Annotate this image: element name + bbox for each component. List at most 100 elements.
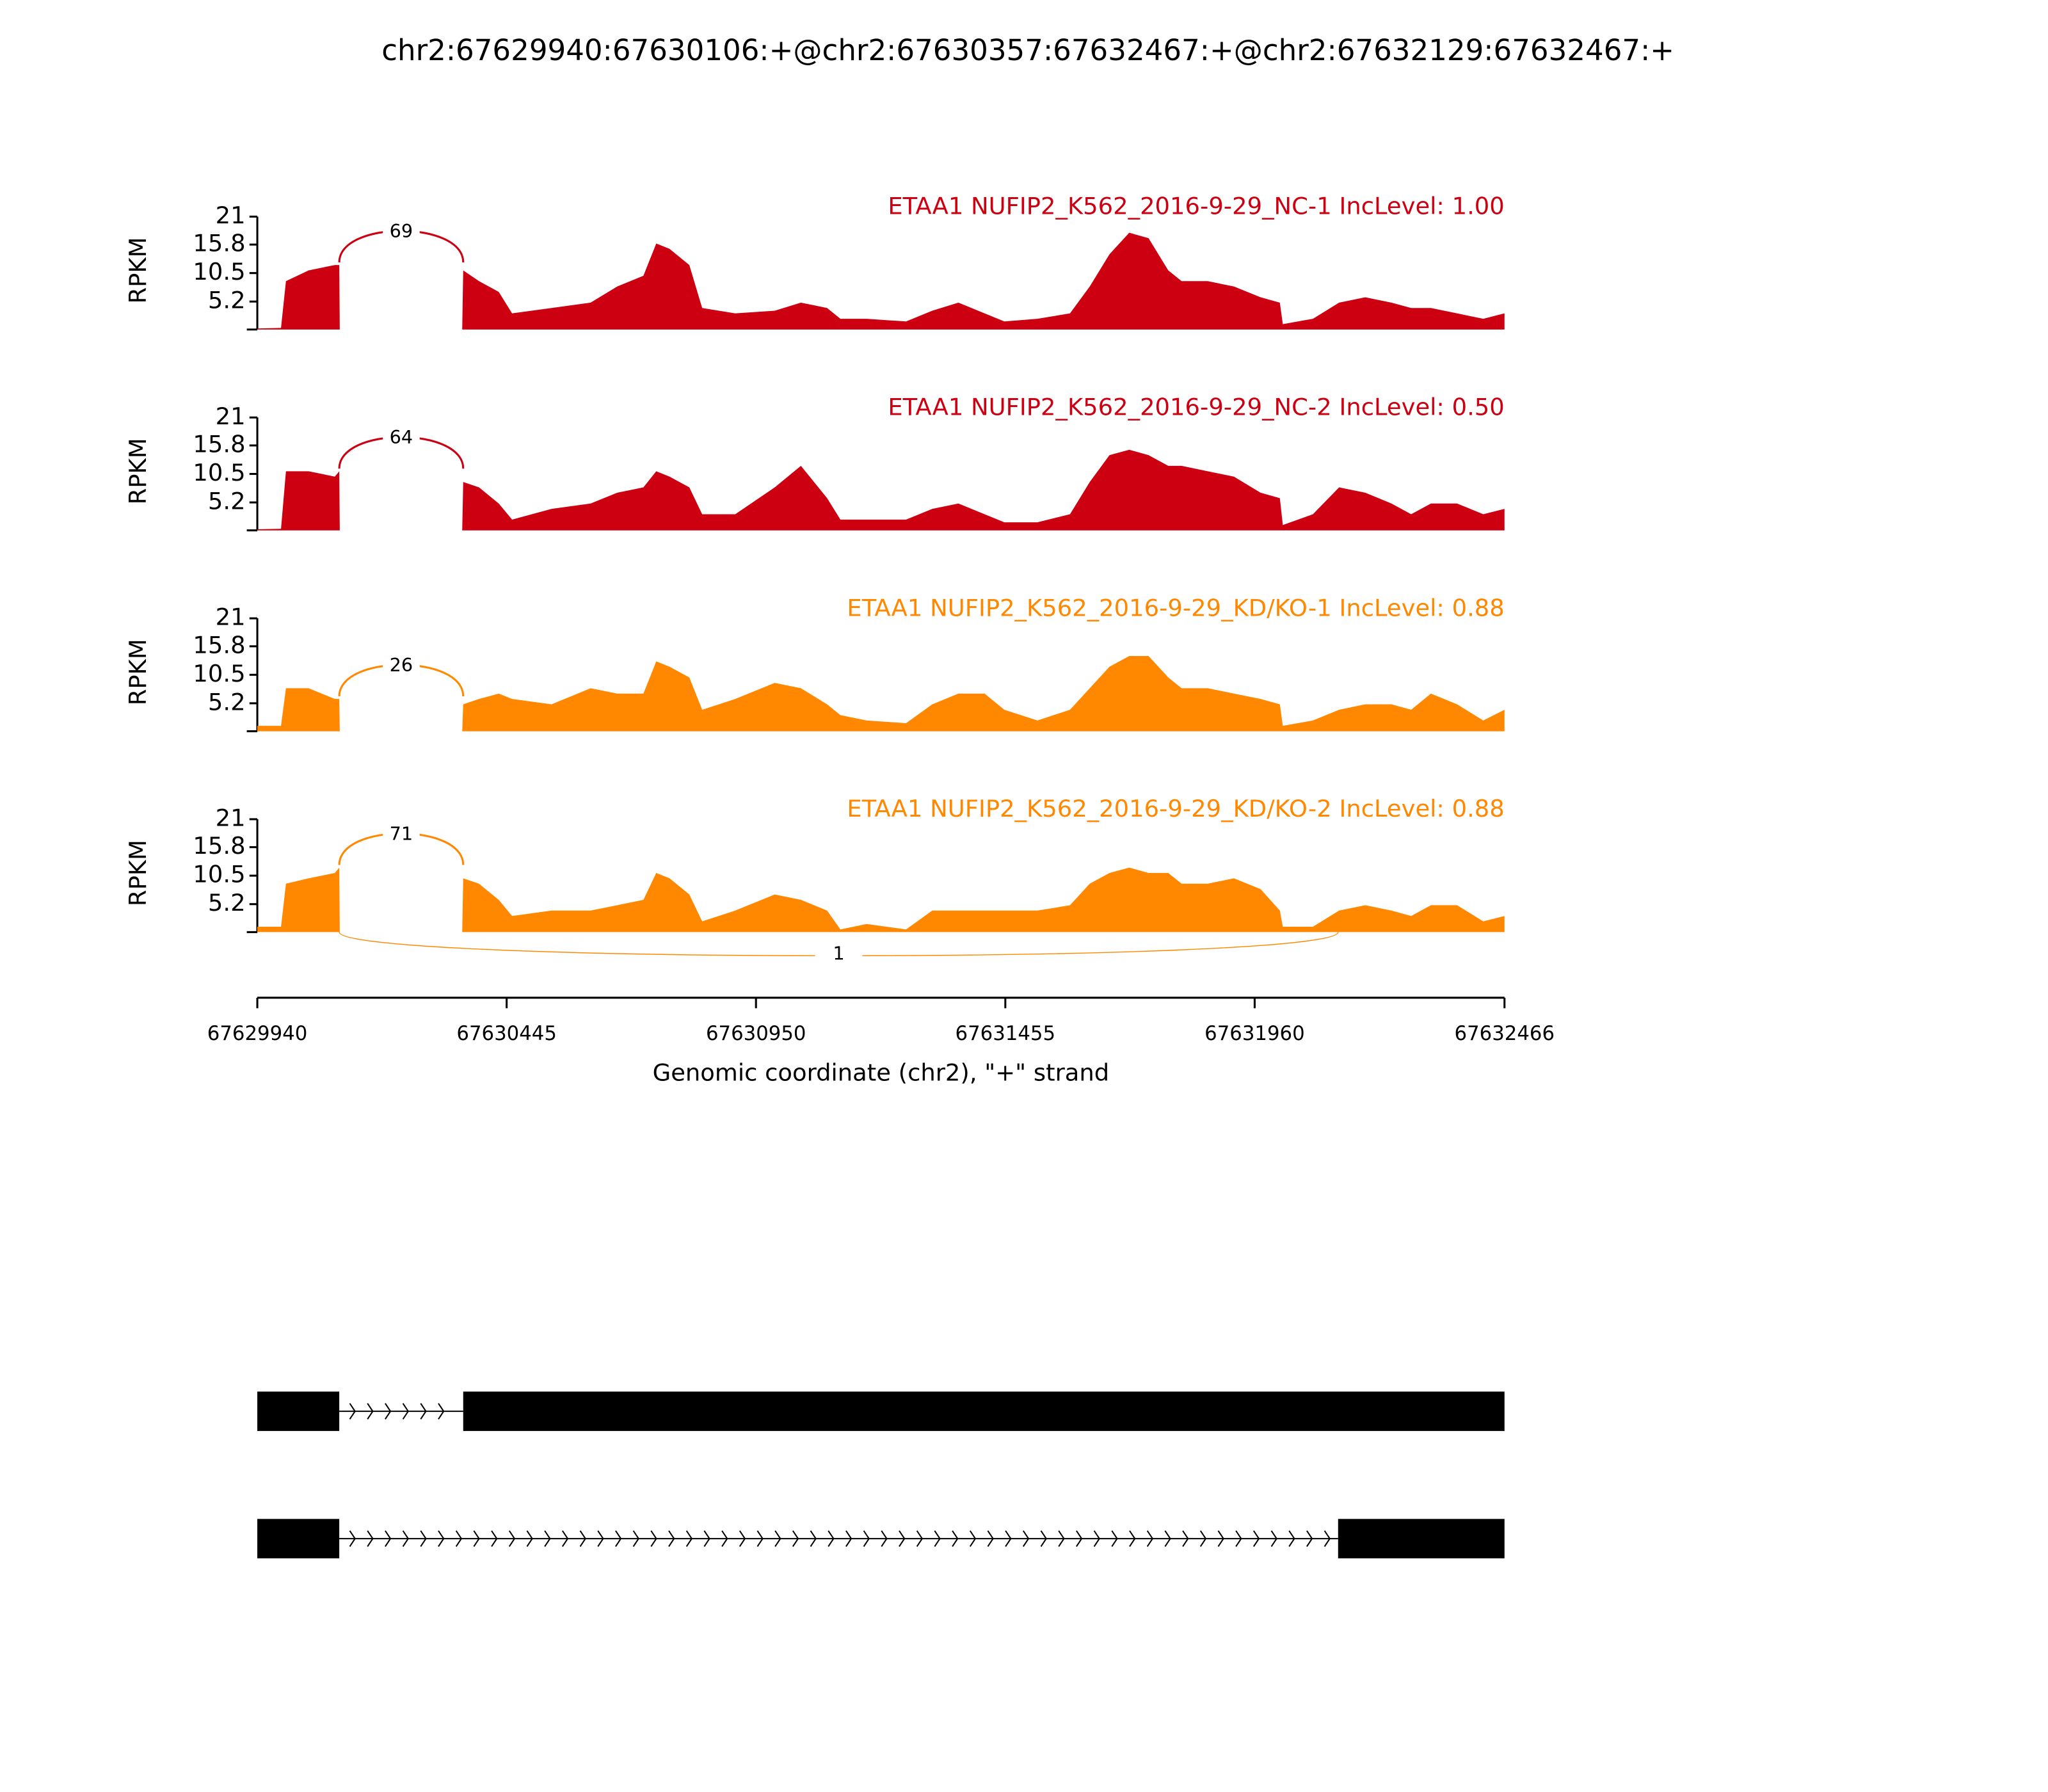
junction-label: 64 (390, 426, 413, 448)
intron-chevron (579, 1530, 586, 1547)
exon (463, 1391, 1505, 1431)
intron-chevron (703, 1530, 710, 1547)
intron-chevron (367, 1530, 374, 1547)
intron-chevron (685, 1530, 693, 1547)
intron-chevron (1164, 1530, 1171, 1547)
intron-chevron (1129, 1530, 1136, 1547)
intron-chevron (597, 1530, 604, 1547)
y-tick-label: 5.2 (208, 889, 246, 916)
x-tick-label: 67631960 (1204, 1022, 1305, 1045)
intron-chevron (508, 1530, 516, 1547)
y-tick-label: 21 (216, 202, 246, 229)
coverage-area (257, 449, 1505, 531)
y-tick-label: 15.8 (193, 430, 245, 458)
intron-chevron (420, 1403, 427, 1420)
intron-chevron (1199, 1530, 1207, 1547)
junction-label-bg (815, 943, 863, 965)
intron-chevron (491, 1530, 498, 1547)
coverage-area (257, 867, 1505, 932)
y-tick-label: 15.8 (193, 832, 245, 860)
y-axis-label: RPKM (124, 237, 152, 304)
intron-chevron (1288, 1530, 1295, 1547)
intron-chevron (845, 1530, 852, 1547)
intron-chevron (1058, 1530, 1065, 1547)
y-tick-label: 5.2 (208, 488, 246, 515)
x-tick-label: 67630445 (456, 1022, 557, 1045)
intron-chevron (828, 1530, 835, 1547)
intron-chevron (810, 1530, 817, 1547)
intron-chevron (632, 1530, 640, 1547)
intron-chevron (402, 1530, 410, 1547)
x-tick-label: 67629940 (207, 1022, 308, 1045)
intron-chevron (934, 1530, 941, 1547)
intron-chevron (1040, 1530, 1047, 1547)
y-tick-label: 15.8 (193, 631, 245, 659)
intron-chevron (881, 1530, 888, 1547)
y-tick-label: 10.5 (193, 861, 245, 888)
y-axis-label: RPKM (124, 840, 152, 906)
x-tick-label: 67632466 (1455, 1022, 1555, 1045)
intron-chevron (1146, 1530, 1154, 1547)
intron-chevron (349, 1403, 356, 1420)
intron-chevron (385, 1403, 392, 1420)
intron-chevron (561, 1530, 569, 1547)
junction-label-bg (383, 655, 420, 677)
intron-chevron (1324, 1530, 1331, 1547)
exon (1338, 1519, 1505, 1558)
x-axis-label: Genomic coordinate (chr2), "+" strand (653, 1059, 1110, 1086)
intron-chevron (1005, 1530, 1012, 1547)
intron-chevron (899, 1530, 906, 1547)
intron-chevron (1306, 1530, 1313, 1547)
intron-chevron (756, 1530, 764, 1547)
intron-chevron (455, 1530, 463, 1547)
intron-chevron (668, 1530, 675, 1547)
intron-chevron (1093, 1530, 1101, 1547)
intron-chevron (438, 1530, 445, 1547)
series-name: ETAA1 NUFIP2_K562_2016-9-29_KD/KO-1 IncL… (847, 594, 1504, 621)
junction-label: 71 (390, 822, 413, 844)
intron-chevron (1252, 1530, 1260, 1547)
intron-chevron (420, 1530, 427, 1547)
intron-chevron (792, 1530, 799, 1547)
y-tick-label: 10.5 (193, 459, 245, 486)
intron-chevron (1076, 1530, 1083, 1547)
y-axis-label: RPKM (124, 438, 152, 504)
y-tick-label: 5.2 (208, 688, 246, 716)
x-tick-label: 67631455 (956, 1022, 1056, 1045)
intron-chevron (987, 1530, 994, 1547)
junction-label-bg (383, 428, 420, 449)
intron-chevron (1217, 1530, 1224, 1547)
junction-label: 69 (390, 220, 413, 242)
intron-chevron (969, 1530, 977, 1547)
exon (257, 1391, 340, 1431)
intron-chevron (402, 1403, 410, 1420)
intron-chevron (952, 1530, 959, 1547)
y-tick-label: 5.2 (208, 287, 246, 314)
junction-label: 26 (390, 654, 413, 676)
y-axis-label: RPKM (124, 639, 152, 705)
intron-chevron (367, 1403, 374, 1420)
intron-chevron (650, 1530, 657, 1547)
series-name: ETAA1 NUFIP2_K562_2016-9-29_NC-2 IncLeve… (888, 393, 1504, 420)
series-name: ETAA1 NUFIP2_K562_2016-9-29_NC-1 IncLeve… (888, 193, 1504, 220)
intron-chevron (526, 1530, 533, 1547)
chart-title: chr2:67629940:67630106:+@chr2:67630357:6… (381, 33, 1674, 67)
junction-label-bg (383, 221, 420, 243)
y-tick-label: 21 (216, 804, 246, 832)
junction-label-bg (383, 824, 420, 845)
intron-chevron (1022, 1530, 1030, 1547)
intron-chevron (438, 1403, 445, 1420)
intron-chevron (863, 1530, 870, 1547)
junction-label: 1 (833, 942, 844, 964)
coverage-area (257, 232, 1505, 330)
intron-chevron (1111, 1530, 1118, 1547)
y-tick-label: 21 (216, 403, 246, 430)
y-tick-label: 10.5 (193, 258, 245, 285)
intron-chevron (1270, 1530, 1277, 1547)
exon (257, 1519, 340, 1558)
intron-chevron (615, 1530, 622, 1547)
coverage-area (257, 655, 1505, 732)
